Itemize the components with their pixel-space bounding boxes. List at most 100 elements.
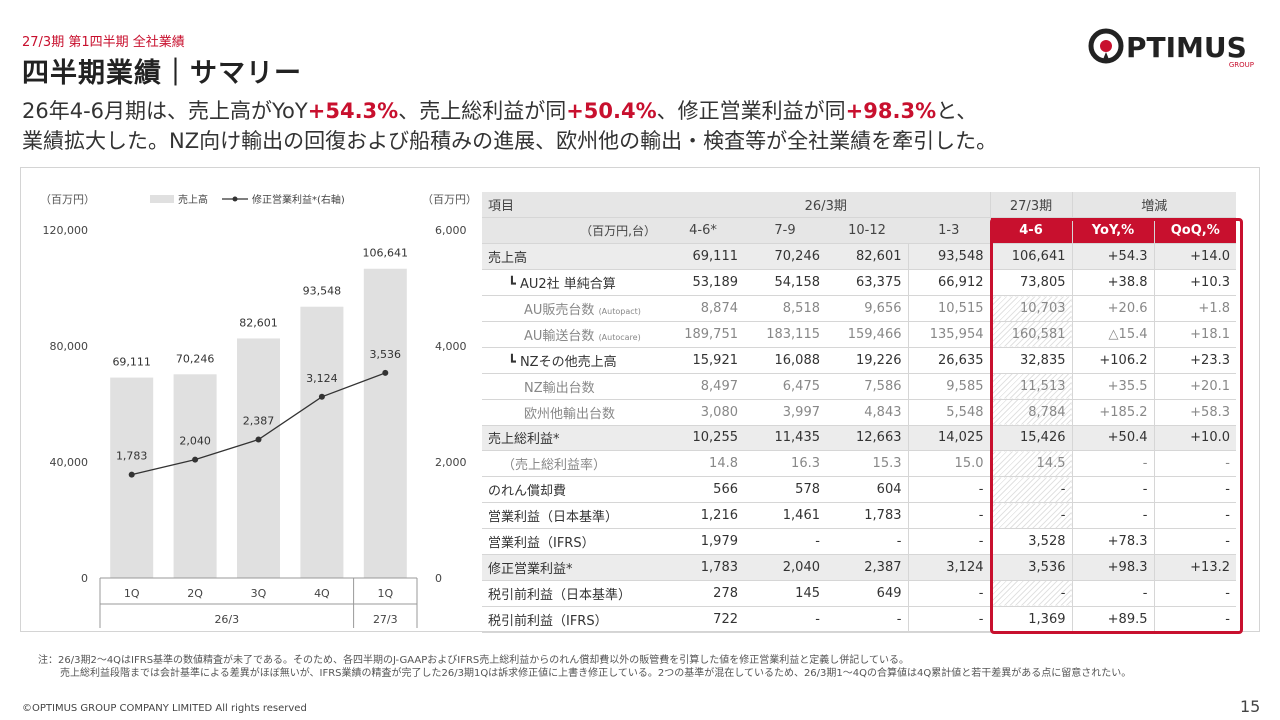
table-cell: 9,656: [826, 295, 908, 322]
table-cell: -: [1153, 476, 1236, 504]
left-tick-label: 40,000: [50, 456, 89, 469]
x-tick-label: 1Q: [377, 587, 393, 600]
row-label-text: のれん償却費: [488, 484, 567, 500]
op-profit-data-label: 2,387: [243, 415, 275, 428]
logo-wordmark: PTIMUS: [1126, 31, 1247, 64]
left-axis-unit: （百万円）: [40, 193, 95, 206]
table-cell: +50.4: [1071, 425, 1154, 452]
table-cell: 5,548: [907, 399, 990, 426]
row-label: NZ輸出台数: [482, 373, 662, 400]
table-cell: -: [907, 528, 990, 555]
x-tick-label: 3Q: [251, 587, 267, 600]
table-cell: 10,703: [989, 295, 1072, 322]
table-cell: 135,954: [907, 321, 990, 348]
row-label: のれん償却費: [482, 476, 662, 504]
table-cell: 189,751: [662, 321, 744, 348]
row-label-text: 営業利益（日本基準）: [488, 510, 619, 526]
row-label: 営業利益（IFRS）: [482, 528, 662, 555]
row-label-text: （売上総利益率）: [502, 458, 607, 474]
table-cell: -: [1071, 450, 1154, 478]
copyright: ©OPTIMUS GROUP COMPANY LIMITED All right…: [22, 703, 307, 714]
row-label-text: 営業利益（IFRS）: [488, 536, 595, 552]
table-cell: 160,581: [989, 321, 1072, 348]
revenue-bar: [173, 374, 217, 578]
table-header-row-1: 項目 26/3期 27/3期 増減: [482, 192, 1236, 219]
table-cell: 1,783: [662, 554, 744, 581]
table-cell: 69,111: [662, 243, 744, 271]
x-tick-label: 2Q: [187, 587, 203, 600]
table-cell: 7,586: [826, 373, 908, 400]
table-cell: 1,461: [744, 502, 826, 530]
row-label-text: 売上総利益*: [488, 432, 560, 448]
header-col-yoy: YoY,%: [1071, 217, 1154, 245]
table-cell: 604: [826, 476, 908, 504]
table-cell: -: [989, 580, 1072, 607]
table-cell: 3,080: [662, 399, 744, 426]
row-label: AU輸送台数 (Autocare): [482, 321, 662, 348]
revenue-bar: [110, 377, 154, 578]
header-period-27: 27/3期: [989, 192, 1072, 219]
row-label: （売上総利益率）: [482, 450, 662, 478]
table-row: AU輸送台数 (Autocare) 189,751 183,115 159,466 13…: [482, 321, 1236, 348]
header-col-3: 10-12: [826, 217, 908, 245]
op-profit-point: [382, 369, 389, 376]
table-row: 営業利益（IFRS） 1,979- - -3,528 +78.3-: [482, 528, 1236, 555]
header-diff: 増減: [1071, 192, 1236, 219]
table-cell: 10,255: [662, 425, 744, 452]
table-cell: +89.5: [1071, 606, 1154, 633]
row-label-note: (Autocare): [598, 332, 641, 342]
table-cell: 32,835: [989, 347, 1072, 374]
table-cell: 15.3: [826, 450, 908, 478]
legend-line-marker: [232, 196, 238, 202]
lead-part: 、売上総利益が同: [398, 99, 567, 123]
table-cell: 1,783: [826, 502, 908, 530]
table-cell: 4,843: [826, 399, 908, 426]
lead-highlight-op: +98.3%: [845, 99, 937, 123]
page-title: 四半期業績｜サマリー: [22, 58, 302, 89]
table-cell: -: [1153, 450, 1236, 478]
row-label-text: 修正営業利益*: [488, 561, 573, 577]
table-cell: -: [1071, 476, 1154, 504]
table-cell: +23.3: [1153, 347, 1236, 374]
table-cell: 26,635: [907, 347, 990, 374]
table-cell: 14,025: [907, 425, 990, 452]
table-cell: 15.0: [907, 450, 990, 478]
row-label: 営業利益（日本基準）: [482, 502, 662, 530]
revenue-data-label: 70,246: [176, 352, 215, 365]
table-cell: 11,513: [989, 373, 1072, 400]
table-cell: 54,158: [744, 269, 826, 297]
logo-group-label: GROUP: [1228, 61, 1254, 69]
table-cell: 3,997: [744, 399, 826, 426]
table-cell: -: [1071, 580, 1154, 607]
table-cell: 14.8: [662, 450, 744, 478]
table-cell: +54.3: [1071, 243, 1154, 271]
table-cell: -: [1153, 502, 1236, 530]
table-cell: +98.3: [1071, 554, 1154, 581]
table-cell: 106,641: [989, 243, 1072, 271]
table-cell: 19,226: [826, 347, 908, 374]
table-cell: +1.8: [1153, 295, 1236, 322]
table-cell: +38.8: [1071, 269, 1154, 297]
table-cell: 15,921: [662, 347, 744, 374]
lead-highlight-sales: +54.3%: [307, 99, 399, 123]
op-profit-data-label: 3,124: [306, 372, 338, 385]
left-tick-label: 80,000: [50, 340, 89, 353]
chart-svg: （百万円） （百万円） 売上高 修正営業利益*(右軸) 120,000 80,000 40,…: [40, 193, 477, 628]
row-label-text: 売上高: [488, 251, 528, 267]
right-tick-label: 2,000: [435, 456, 467, 469]
table-cell: 566: [662, 476, 744, 504]
lead-line-2: 業績拡大した。NZ向け輸出の回復および船積みの進展、欧州他の輸出・検査等が全社業…: [22, 129, 998, 153]
footnote-line-2: 売上総利益段階までは会計基準による差異がほぼ無いが、IFRS業績の精査が完了した…: [60, 668, 1132, 679]
table-cell: +18.1: [1153, 321, 1236, 348]
table-cell: 722: [662, 606, 744, 633]
table-row: 欧州他輸出台数 3,080 3,997 4,843 5,548 8,784 +185.2 +5…: [482, 399, 1236, 426]
table-cell: -: [989, 476, 1072, 504]
legend-bar-swatch: [150, 195, 174, 203]
table-cell: 66,912: [907, 269, 990, 297]
table-cell: 8,784: [989, 399, 1072, 426]
row-label: 税引前利益（IFRS）: [482, 606, 662, 633]
row-label: AU販売台数 (Autopact): [482, 295, 662, 322]
table-cell: -: [1071, 502, 1154, 530]
table-cell: 3,536: [989, 554, 1072, 581]
table-row: 修正営業利益* 1,783 2,040 2,387 3,124 3,536 +98.3 +13…: [482, 554, 1236, 581]
